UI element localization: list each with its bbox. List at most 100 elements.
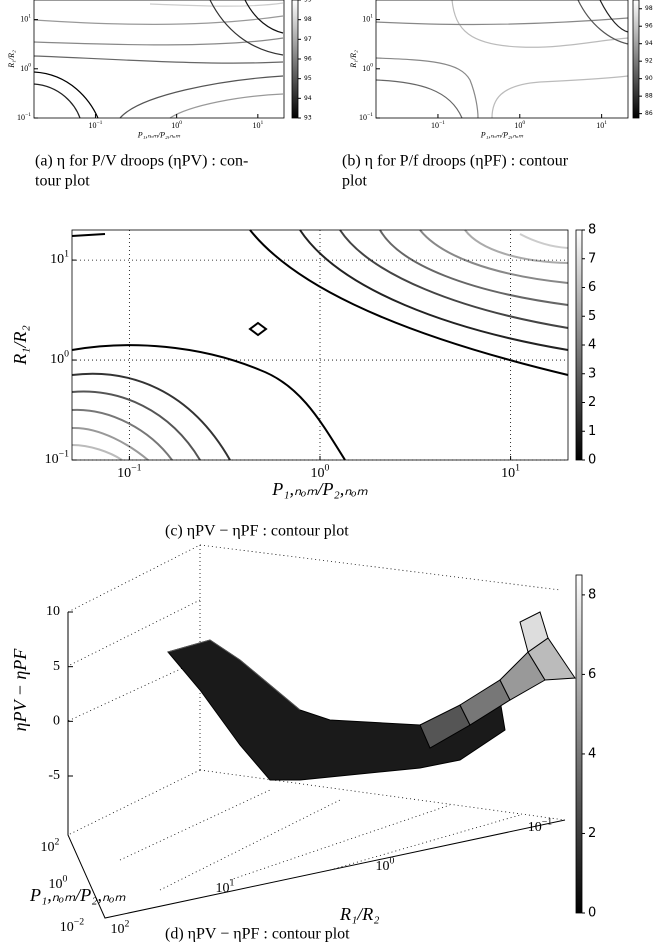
tick-label: 101: [216, 878, 235, 897]
tick-exponent: −1: [367, 112, 373, 118]
colorbar-label: 92: [645, 58, 653, 65]
tick-base: 10: [171, 121, 179, 130]
colorbar-label: 95: [304, 75, 312, 82]
tick-label: 100: [49, 874, 68, 893]
colorbar-label: 0: [588, 453, 596, 468]
tick-label: 100: [362, 63, 373, 73]
tick-base: 10: [45, 452, 59, 467]
tick-exponent: −1: [59, 449, 70, 460]
colorbar-label: 98: [304, 16, 312, 23]
z-tick-label: 5: [53, 659, 60, 674]
tick-label: 102: [111, 919, 130, 938]
z-tick-label: 0: [53, 714, 60, 729]
contours-c: [71, 229, 569, 461]
tick-base: 10: [596, 121, 604, 130]
colorbar-label: 96: [304, 56, 312, 63]
tick-exponent: 0: [28, 63, 31, 69]
axes: (a) η for P/V droops (ηPV) : con-tour pl…: [7, 0, 653, 943]
tick-base: 10: [514, 121, 522, 130]
tick-base: 10: [60, 920, 74, 935]
tick-label: 102: [41, 837, 60, 856]
tick-base: 10: [88, 121, 96, 130]
tick-base: 10: [362, 64, 370, 73]
surface-3d: [67, 544, 576, 919]
colorbar-label: 1: [588, 424, 596, 439]
plot-frame: [375, 0, 629, 119]
colorbar-label: 94: [304, 95, 312, 102]
tick-exponent: 0: [325, 463, 330, 474]
tick-base: 10: [117, 466, 131, 481]
tick-base: 10: [252, 121, 260, 130]
contours-b: [375, 0, 629, 119]
tick-label: 100: [376, 856, 395, 875]
tick-exponent: 1: [64, 249, 69, 260]
tick-exponent: −1: [131, 463, 142, 474]
colorbar-label: 97: [304, 36, 312, 43]
colorbar-label: 86: [645, 110, 653, 117]
tick-exponent: 1: [515, 463, 520, 474]
caption: plot: [342, 173, 367, 190]
tick-label: 100: [20, 63, 31, 73]
colorbar-label: 3: [588, 366, 596, 381]
colorbar-label: 90: [645, 75, 653, 82]
colorbar: [575, 574, 583, 914]
z-tick-label: 10: [46, 604, 60, 619]
tick-label: 100: [311, 463, 330, 482]
tick-exponent: 0: [64, 349, 69, 360]
tick-label: 101: [501, 463, 520, 482]
colorbar: [575, 229, 583, 461]
x-axis-label: P₁,ₙₒₘ/P₂,ₙₒₘ: [271, 479, 368, 499]
tick-base: 10: [216, 881, 230, 896]
colorbar-label: 4: [588, 338, 596, 353]
tick-base: 10: [50, 352, 64, 367]
colorbar-label: 96: [645, 23, 653, 30]
tick-exponent: 1: [604, 120, 607, 126]
x-axis-label: P₁,ₙₒₘ/P₂,ₙₒₘ: [480, 130, 523, 139]
tick-exponent: −1: [96, 120, 102, 126]
colorbar-label: 99: [304, 0, 312, 4]
tick-exponent: 0: [179, 120, 182, 126]
tick-exponent: 1: [370, 14, 373, 20]
tick-label: 10−1: [528, 817, 553, 836]
tick-exponent: 0: [390, 856, 395, 867]
tick-label: 101: [50, 249, 69, 268]
tick-label: 100: [171, 120, 182, 130]
tick-label: 10−1: [117, 463, 142, 482]
tick-base: 10: [20, 64, 28, 73]
colorbar-label: 98: [645, 5, 653, 12]
tick-exponent: 1: [230, 878, 235, 889]
y-axis-label: R₁/R₂: [339, 904, 380, 924]
colorbar-label: 2: [588, 826, 596, 841]
tick-base: 10: [359, 113, 367, 122]
z-tick-label: -5: [48, 768, 60, 783]
tick-exponent: 2: [125, 919, 130, 930]
colorbar: [632, 0, 640, 119]
tick-label: 10−1: [88, 120, 102, 130]
colorbar-label: 4: [588, 746, 596, 761]
colorbar-label: 93: [304, 115, 312, 122]
tick-base: 10: [311, 466, 325, 481]
tick-base: 10: [111, 922, 125, 937]
tick-exponent: −1: [439, 120, 445, 126]
y-axis-label: R₁/R₂: [10, 325, 30, 366]
colorbar-label: 6: [588, 667, 596, 682]
tick-base: 10: [17, 113, 25, 122]
colorbar-label: 88: [645, 93, 653, 100]
tick-base: 10: [362, 14, 370, 23]
tick-exponent: 0: [370, 63, 373, 69]
colorbar-label: 8: [588, 223, 596, 238]
tick-exponent: −2: [74, 917, 85, 928]
tick-exponent: 0: [63, 874, 68, 885]
tick-exponent: 0: [522, 120, 525, 126]
tick-base: 10: [41, 840, 55, 855]
tick-exponent: 1: [28, 14, 31, 20]
colorbar-label: 5: [588, 309, 596, 324]
z-axis-label: ηPV − ηPF: [10, 648, 30, 732]
colorbar: [291, 0, 299, 119]
tick-label: 101: [596, 120, 607, 130]
tick-base: 10: [50, 252, 64, 267]
contours-a: [33, 0, 284, 119]
caption: (a) η for P/V droops (ηPV) : con-: [35, 153, 248, 170]
tick-label: 10−1: [431, 120, 445, 130]
plot-frame: [33, 0, 285, 119]
